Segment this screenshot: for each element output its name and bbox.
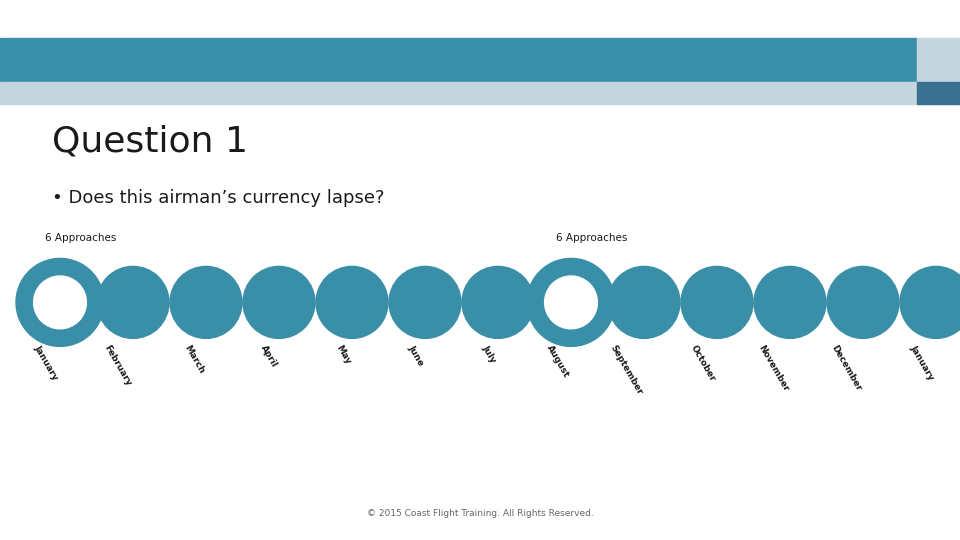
Circle shape	[608, 266, 680, 339]
Circle shape	[544, 276, 597, 329]
Circle shape	[316, 266, 388, 339]
Circle shape	[170, 266, 242, 339]
Circle shape	[754, 266, 826, 339]
Circle shape	[34, 276, 86, 329]
Text: August: August	[545, 343, 571, 379]
Text: January: January	[33, 343, 60, 382]
Bar	[0, 38, 917, 84]
Circle shape	[16, 259, 104, 346]
Bar	[917, 38, 960, 84]
Text: June: June	[406, 343, 425, 367]
Text: March: March	[182, 343, 206, 375]
Circle shape	[462, 266, 534, 339]
Text: February: February	[103, 343, 133, 388]
Circle shape	[900, 266, 960, 339]
Text: April: April	[259, 343, 279, 369]
Circle shape	[527, 259, 615, 346]
Text: May: May	[334, 343, 352, 366]
Text: 6 Approaches: 6 Approaches	[45, 233, 116, 244]
Text: 6 Approaches: 6 Approaches	[556, 233, 628, 244]
Circle shape	[97, 266, 169, 339]
Circle shape	[681, 266, 753, 339]
Text: October: October	[689, 343, 717, 383]
Text: © 2015 Coast Flight Training. All Rights Reserved.: © 2015 Coast Flight Training. All Rights…	[367, 509, 593, 518]
Text: December: December	[829, 343, 863, 393]
Text: January: January	[909, 343, 936, 382]
Text: July: July	[481, 343, 498, 364]
Text: • Does this airman’s currency lapse?: • Does this airman’s currency lapse?	[52, 189, 385, 207]
Bar	[917, 82, 960, 104]
Text: September: September	[609, 343, 644, 396]
Circle shape	[389, 266, 461, 339]
Text: Question 1: Question 1	[52, 124, 248, 158]
Text: November: November	[756, 343, 790, 393]
Bar	[0, 82, 960, 104]
Circle shape	[243, 266, 315, 339]
Circle shape	[827, 266, 899, 339]
